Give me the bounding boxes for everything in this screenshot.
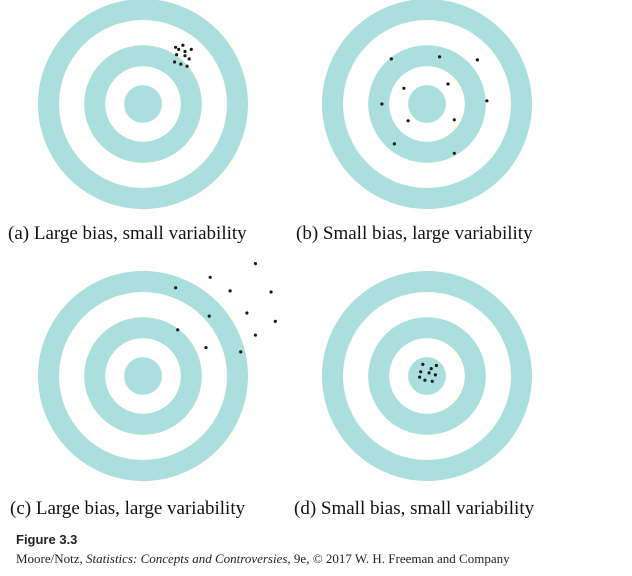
shot-dot [179,62,183,66]
shot-dot [406,119,410,123]
shot-dot [174,45,178,49]
shot-dot [207,314,211,318]
shot-dot [423,378,427,382]
shot-dot [433,373,437,377]
shot-dot [475,58,479,62]
caption-b: (b) Small bias, large variability [296,223,533,244]
target-ring [124,85,162,123]
caption-d: (d) Small bias, small variability [294,498,535,519]
shot-dot [438,55,442,59]
shot-dot [253,262,257,266]
caption-a: (a) Large bias, small variability [8,223,247,244]
shot-dot [452,118,456,122]
shot-dot [389,57,393,61]
figure-label: Figure 3.3 [16,532,78,547]
shot-dot [174,286,178,290]
shot-dot [402,86,406,90]
shot-dot [430,379,434,383]
target-c [38,262,277,481]
shot-dot [429,367,433,371]
shot-dot [253,333,257,337]
target-ring [408,357,446,395]
caption-c: (c) Large bias, large variability [10,498,246,519]
figure-credit: Moore/Notz, Statistics: Concepts and Con… [16,551,510,567]
shot-dot [189,47,193,52]
shot-dot [421,362,425,366]
shot-dot [177,47,181,52]
credit-title: Statistics: Concepts and Controversies [86,551,288,566]
shot-dot [380,102,384,106]
shot-dot [183,49,187,54]
target-b [322,0,532,209]
shot-dot [172,60,177,64]
shot-dot [434,363,438,368]
shot-dot [183,54,187,58]
shot-dot [452,151,456,155]
target-d [322,271,532,481]
shot-dot [181,43,185,47]
shot-dot [185,64,189,68]
shot-dot [269,290,273,294]
shot-dot [187,57,191,61]
shot-dot [175,53,179,57]
shot-dot [446,82,450,86]
shot-dot [427,371,431,375]
credit-authors: Moore/Notz, [16,551,87,566]
target-ring [408,85,446,123]
credit-rest: , 9e, © 2017 W. H. Freeman and Company [287,551,510,566]
shot-dot [176,328,180,332]
shot-dot [204,346,208,350]
shot-dot [228,289,232,293]
target-a [38,0,248,209]
shot-dot [485,99,489,103]
shot-dot [392,142,396,146]
target-ring [124,357,162,395]
shot-dot [419,370,423,374]
shot-dot [208,275,212,279]
shot-dot [273,319,277,323]
shot-dot [418,375,422,379]
shot-dot [245,311,249,315]
shot-dot [239,350,243,354]
